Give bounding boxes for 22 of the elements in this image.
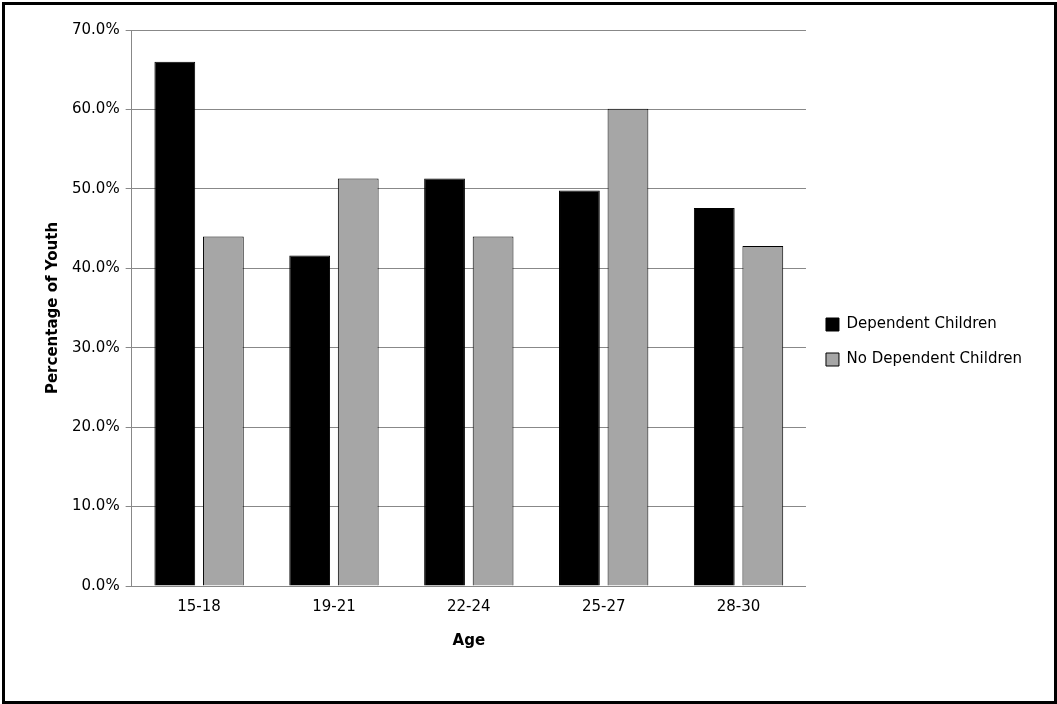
legend-label: Dependent Children [846, 314, 997, 333]
y-tick-label: 10.0% [72, 496, 120, 515]
x-tick-label: 15-18 [177, 596, 221, 615]
legend-label: No Dependent Children [846, 349, 1023, 368]
y-tick-label: 50.0% [72, 178, 120, 197]
y-tick-label: 60.0% [72, 99, 120, 118]
x-tick-label: 25-27 [581, 596, 626, 615]
y-tick-label: 0.0% [81, 575, 120, 594]
x-tick-label: 22-24 [447, 596, 491, 615]
x-tick-label: 19-21 [312, 596, 356, 615]
x-axis-title: Age [452, 630, 486, 649]
bar [559, 190, 600, 586]
bar [154, 61, 196, 586]
y-tick-label: 40.0% [72, 258, 120, 277]
bar [424, 178, 465, 586]
y-tick-label: 20.0% [72, 417, 120, 436]
y-axis-title: Percentage of Youth [42, 221, 61, 395]
bar [693, 207, 735, 586]
y-tick-label: 70.0% [72, 19, 120, 38]
bar [289, 255, 331, 586]
x-tick-label: 28-30 [716, 596, 761, 615]
y-tick-label: 30.0% [72, 337, 120, 356]
